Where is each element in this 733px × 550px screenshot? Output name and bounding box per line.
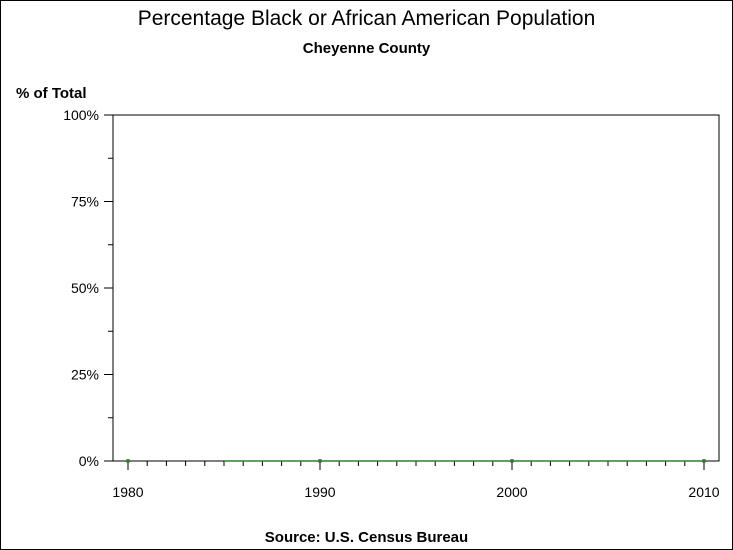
source-note: Source: U.S. Census Bureau [264,529,469,546]
y-tick-label: 100% [63,107,99,123]
plot-border [112,114,720,462]
chart-subtitle: Cheyenne County [302,40,431,57]
data-point [510,459,514,463]
y-tick-label: 50% [71,280,99,296]
y-tick-label: 0% [79,453,99,469]
y-tick-label: 75% [71,194,99,210]
y-axis-label: % of Total [16,85,87,102]
x-tick-label: 2010 [688,484,719,500]
x-tick-label: 2000 [496,484,527,500]
data-point [318,459,322,463]
x-tick-label: 1980 [112,484,143,500]
y-tick-label: 25% [71,367,99,383]
data-point [702,459,706,463]
chart-title: Percentage Black or African American Pop… [137,7,596,30]
x-tick-label: 1990 [304,484,335,500]
data-point [126,459,130,463]
